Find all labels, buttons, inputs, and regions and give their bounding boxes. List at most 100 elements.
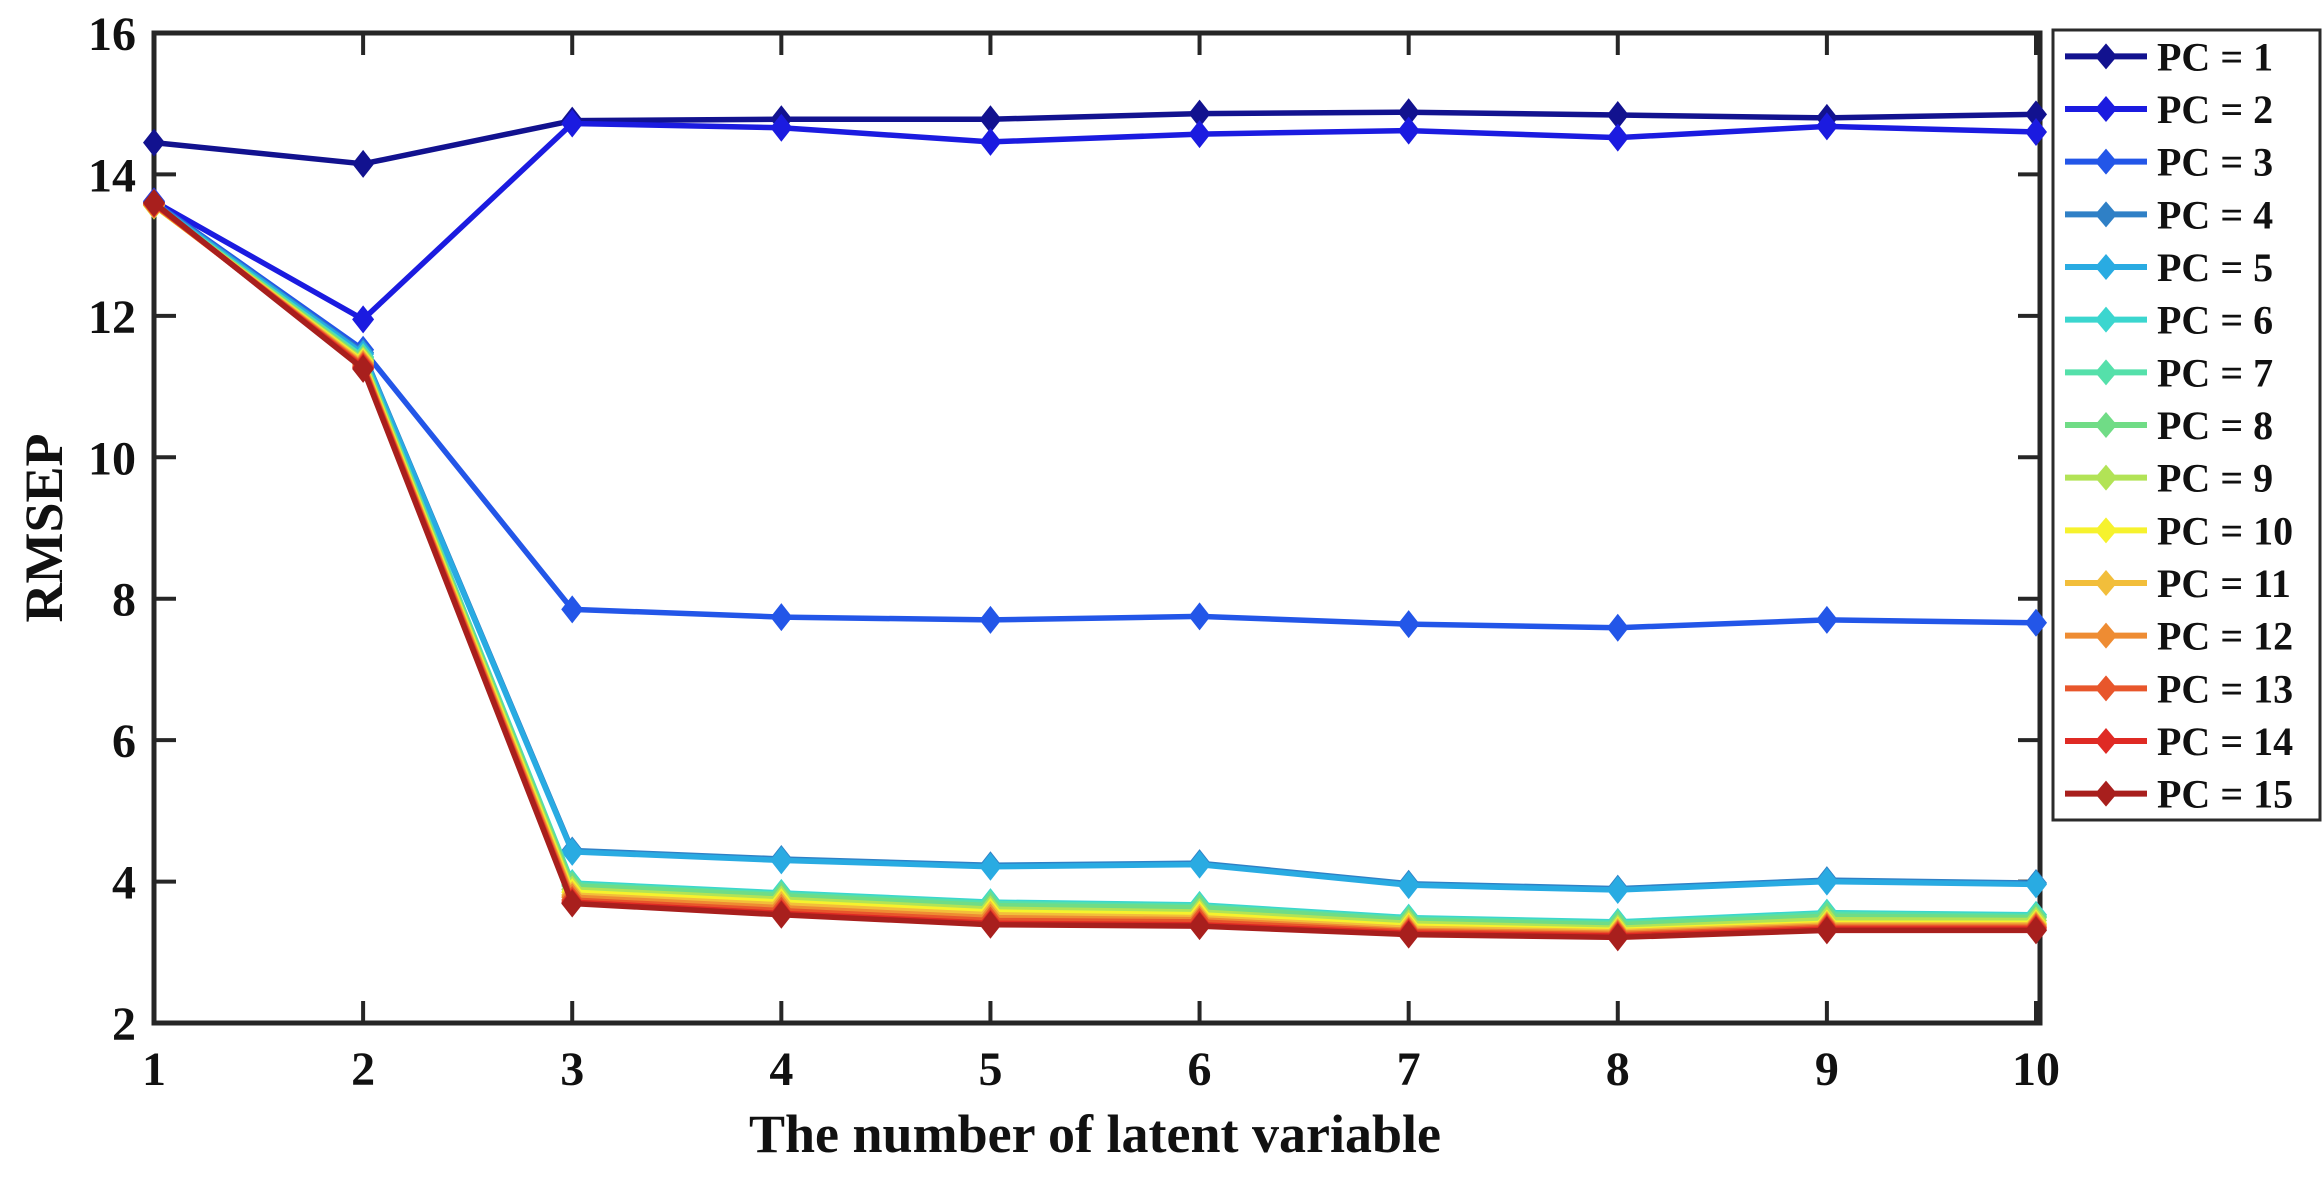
y-tick-label: 2 — [112, 998, 136, 1051]
y-tick-label: 12 — [88, 291, 136, 344]
x-axis-title: The number of latent variable — [749, 1104, 1441, 1164]
data-point-marker — [1815, 112, 1838, 141]
data-point-marker — [2025, 100, 2047, 129]
legend-item: PC = 2 — [2065, 87, 2273, 132]
series-line — [151, 202, 2039, 935]
legend-marker — [2095, 570, 2117, 596]
x-tick-label: 10 — [2012, 1043, 2060, 1096]
data-point-marker — [1188, 850, 1211, 879]
series-pc14 — [143, 189, 2047, 951]
series-pc13 — [143, 190, 2047, 949]
data-point-marker — [561, 837, 584, 866]
y-tick-label: 6 — [112, 715, 136, 768]
data-point-marker — [979, 105, 1002, 134]
data-point-marker — [1188, 99, 1211, 128]
series-line — [151, 199, 2039, 631]
data-point-marker — [979, 127, 1002, 156]
x-tick-label: 4 — [769, 1043, 793, 1096]
legend-item: PC = 8 — [2065, 403, 2273, 448]
data-point-marker — [1397, 116, 1420, 145]
legend-item-label: PC = 2 — [2157, 87, 2273, 132]
legend-item-label: PC = 12 — [2157, 614, 2293, 659]
legend-item-label: PC = 10 — [2157, 508, 2293, 553]
data-point-marker — [770, 900, 793, 929]
legend-marker — [2095, 254, 2117, 280]
legend-item-label: PC = 14 — [2157, 719, 2293, 764]
x-tick-label: 5 — [978, 1043, 1002, 1096]
data-point-marker — [1606, 923, 1629, 952]
legend-marker — [2095, 622, 2117, 649]
series-pc2 — [143, 109, 2047, 334]
legend-item-label: PC = 7 — [2157, 350, 2273, 395]
data-point-marker — [1397, 920, 1420, 949]
y-tick-label: 4 — [112, 857, 136, 910]
series-pc12 — [143, 190, 2047, 948]
legend-item: PC = 9 — [2065, 456, 2273, 501]
series-pc3 — [143, 188, 2047, 642]
series-line — [151, 120, 2039, 323]
y-tick-label: 16 — [88, 8, 136, 61]
data-point-marker — [561, 889, 584, 918]
data-point-marker — [352, 305, 375, 334]
y-tick-label: 8 — [112, 574, 136, 627]
series-line — [151, 202, 2039, 931]
legend-item: PC = 1 — [2065, 34, 2273, 79]
legend-item-label: PC = 5 — [2157, 245, 2273, 290]
data-point-marker — [1188, 120, 1211, 149]
series-pc7 — [143, 190, 2047, 938]
series-pc4 — [143, 188, 2047, 903]
data-point-marker — [1397, 610, 1420, 639]
data-point-marker — [143, 128, 165, 157]
data-point-marker — [1815, 605, 1838, 634]
series-pc11 — [143, 190, 2047, 946]
data-point-marker — [2025, 118, 2047, 146]
data-point-marker — [770, 113, 793, 142]
data-point-marker — [1188, 912, 1211, 941]
legend-marker — [2095, 359, 2117, 386]
data-point-marker — [2025, 916, 2047, 945]
series-line — [151, 200, 2039, 939]
data-point-marker — [2025, 608, 2047, 637]
legend-item: PC = 13 — [2065, 666, 2293, 711]
legend-item: PC = 11 — [2065, 561, 2291, 606]
data-point-marker — [143, 188, 165, 217]
series-line — [151, 202, 2039, 936]
legend-item: PC = 3 — [2065, 140, 2273, 185]
series-line — [151, 199, 2039, 941]
data-point-marker — [352, 354, 375, 383]
x-tick-label: 7 — [1397, 1043, 1421, 1096]
data-point-marker — [1397, 871, 1420, 900]
data-point-marker — [2025, 870, 2047, 899]
series-pc5 — [143, 189, 2047, 905]
series-pc8 — [143, 191, 2047, 939]
series-line — [151, 202, 2039, 928]
series-pc10 — [143, 191, 2047, 945]
data-point-marker — [1188, 602, 1211, 631]
series-line — [151, 201, 2039, 938]
legend-item: PC = 12 — [2065, 614, 2293, 659]
legend-item: PC = 4 — [2065, 192, 2273, 237]
legend-item: PC = 14 — [2065, 719, 2293, 764]
legend-item: PC = 7 — [2065, 350, 2273, 395]
data-point-marker — [561, 109, 584, 138]
legend-item-label: PC = 3 — [2157, 140, 2273, 185]
legend-item-label: PC = 11 — [2157, 561, 2291, 606]
data-point-marker — [561, 595, 584, 624]
data-point-marker — [352, 149, 375, 178]
x-tick-label: 8 — [1606, 1043, 1630, 1096]
legend-item: PC = 6 — [2065, 298, 2273, 343]
data-point-marker — [1815, 916, 1838, 945]
y-axis-title: RMSEP — [14, 434, 74, 623]
series-line — [151, 109, 2039, 167]
series-pc9 — [143, 191, 2047, 943]
legend-marker — [2095, 306, 2117, 333]
data-point-marker — [1606, 101, 1629, 130]
legend-item-label: PC = 13 — [2157, 666, 2293, 711]
legend-item-label: PC = 4 — [2157, 192, 2273, 237]
legend-marker — [2095, 675, 2117, 702]
legend-marker — [2095, 96, 2117, 122]
data-point-marker — [979, 605, 1002, 634]
legend-item-label: PC = 8 — [2157, 403, 2273, 448]
